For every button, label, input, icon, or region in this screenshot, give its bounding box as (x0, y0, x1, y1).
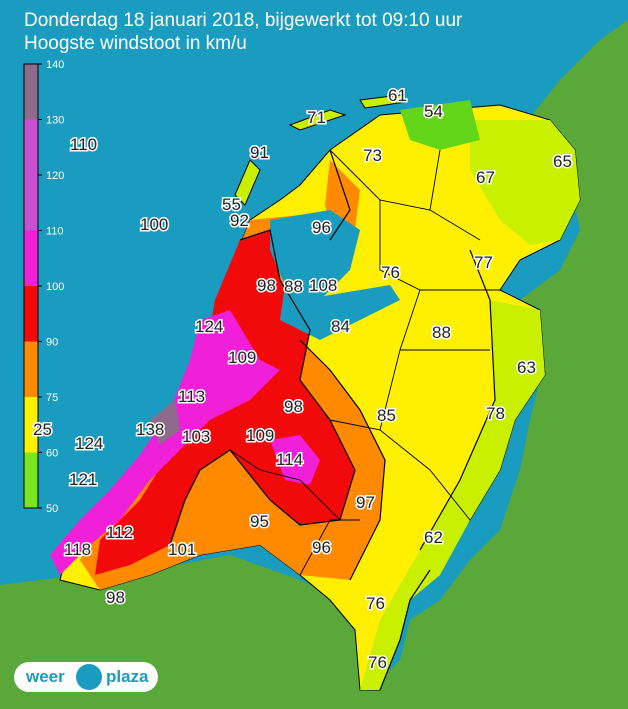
markermeer (300, 285, 400, 340)
title-date: Donderdag 18 januari 2018, bijgewerkt to… (24, 10, 463, 31)
legend-tick-label: 120 (46, 170, 64, 182)
legend-tick-label: 90 (46, 337, 58, 349)
value-label: 95 (250, 512, 269, 531)
legend-tick-label: 60 (46, 448, 58, 460)
value-label: 138 (136, 420, 164, 439)
value-label: 61 (388, 86, 407, 105)
legend-band (24, 341, 38, 397)
value-label: 71 (307, 108, 326, 127)
contour-lines (169, 149, 496, 691)
value-label: 25 (33, 420, 52, 439)
value-label: 113 (178, 387, 205, 406)
legend: 140 130 120 110 100 90 75 60 50 (23, 59, 64, 515)
value-label: 88 (284, 277, 303, 296)
value-label: 92 (230, 211, 249, 230)
value-label: 98 (257, 276, 276, 295)
value-label: 76 (366, 594, 385, 613)
legend-tick-label: 100 (46, 281, 64, 293)
value-label: 65 (553, 152, 572, 171)
value-label: 91 (250, 143, 269, 162)
value-label: 118 (64, 540, 91, 559)
value-label: 84 (331, 317, 350, 336)
value-label: 124 (75, 434, 103, 453)
germany-land (0, 20, 628, 709)
value-label: 63 (517, 358, 536, 377)
value-label: 73 (363, 146, 382, 165)
zone-magenta (50, 310, 280, 575)
zone-green-north (400, 100, 480, 150)
value-label: 54 (424, 102, 443, 121)
province-lines (229, 149, 500, 576)
value-label: 76 (368, 653, 387, 672)
value-label: 100 (140, 215, 168, 234)
zone-light-green-east (360, 300, 545, 690)
legend-band (24, 230, 38, 286)
value-label: 98 (106, 588, 125, 607)
legend-band (24, 397, 38, 453)
value-label: 85 (377, 406, 396, 425)
value-label: 55 (222, 195, 241, 214)
legend-band (24, 286, 38, 342)
value-label: 96 (312, 218, 331, 237)
value-label: 103 (182, 427, 210, 446)
value-labels: 61 54 71 91 73 65 67 110 55 92 100 96 77… (32, 85, 574, 674)
title-subject: Hoogste windstoot in km/u (24, 33, 247, 54)
legend-band (24, 452, 38, 508)
value-label: 109 (246, 426, 274, 445)
value-label: 77 (474, 253, 493, 272)
zone-purple (150, 400, 180, 445)
value-label: 88 (432, 323, 451, 342)
value-label: 98 (284, 397, 303, 416)
value-label: 62 (424, 528, 443, 547)
legend-tick-label: 130 (46, 115, 64, 127)
legend-tick-label: 140 (46, 59, 64, 71)
logo-text-right: plaza (106, 667, 149, 686)
value-label: 78 (486, 404, 505, 423)
legend-tick-label: 50 (46, 503, 58, 515)
zone-light-green-ne (470, 120, 580, 245)
value-label: 97 (356, 493, 375, 512)
legend-tick-label: 110 (46, 226, 64, 238)
legend-band (24, 64, 38, 120)
logo-text-left: weer (26, 667, 65, 686)
legend-band (24, 119, 38, 231)
wadden-islands (234, 94, 406, 206)
zone-magenta-inner (270, 435, 320, 485)
value-label: 114 (276, 450, 303, 469)
weather-icon (76, 664, 102, 690)
value-label: 110 (70, 135, 97, 154)
value-label: 76 (381, 263, 400, 282)
value-label: 96 (312, 538, 331, 557)
value-label: 108 (309, 276, 337, 295)
value-label: 67 (476, 168, 495, 187)
weerplaza-logo: weer plaza (14, 662, 158, 692)
value-label: 121 (69, 470, 97, 489)
value-label: 109 (228, 348, 256, 367)
legend-tick-label: 75 (46, 392, 58, 404)
value-label: 112 (106, 523, 133, 542)
value-label: 124 (195, 317, 223, 336)
value-label: 101 (168, 540, 196, 559)
